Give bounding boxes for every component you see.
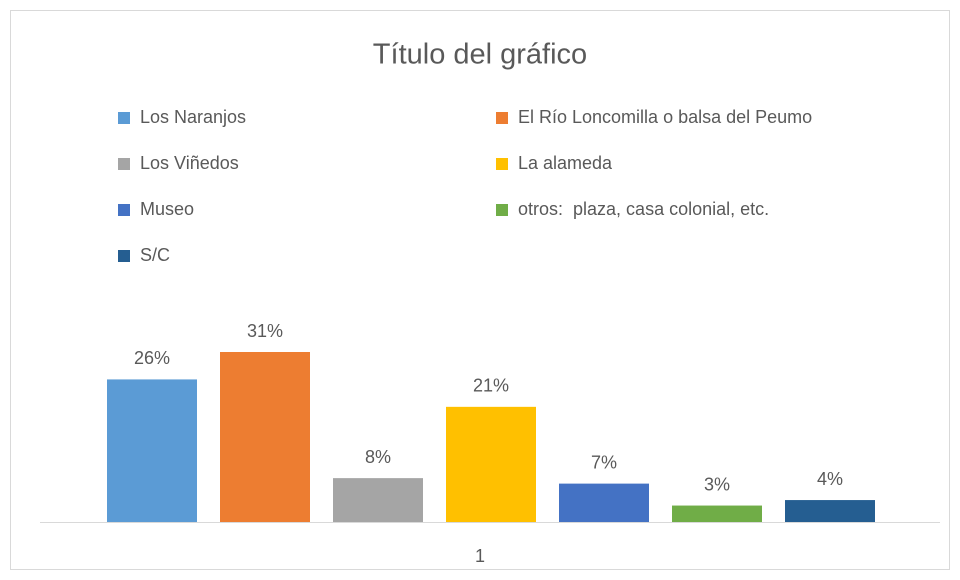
bar bbox=[559, 483, 649, 522]
bar bbox=[107, 379, 197, 522]
legend-label: Los Naranjos bbox=[140, 107, 246, 127]
bar bbox=[672, 505, 762, 522]
bar bbox=[333, 478, 423, 522]
legend-swatch bbox=[496, 112, 508, 124]
legend-label: S/C bbox=[140, 245, 170, 265]
bar bbox=[220, 352, 310, 522]
chart-title: Título del gráfico bbox=[373, 39, 587, 71]
x-tick-label: 1 bbox=[475, 546, 485, 566]
data-label: 4% bbox=[817, 469, 843, 489]
legend-label: otros: plaza, casa colonial, etc. bbox=[518, 199, 769, 219]
data-label: 7% bbox=[591, 452, 617, 472]
legend-swatch bbox=[496, 204, 508, 216]
bar bbox=[446, 406, 536, 522]
legend-label: Los Viñedos bbox=[140, 153, 239, 173]
legend-swatch bbox=[118, 250, 130, 262]
legend-label: El Río Loncomilla o balsa del Peumo bbox=[518, 107, 812, 127]
legend-swatch bbox=[118, 204, 130, 216]
bar bbox=[785, 500, 875, 522]
legend-swatch bbox=[496, 158, 508, 170]
data-label: 3% bbox=[704, 474, 730, 494]
legend-swatch bbox=[118, 158, 130, 170]
legend-swatch bbox=[118, 112, 130, 124]
legend-label: La alameda bbox=[518, 153, 613, 173]
data-label: 8% bbox=[365, 447, 391, 467]
data-label: 21% bbox=[473, 376, 509, 396]
legend-label: Museo bbox=[140, 199, 194, 219]
data-label: 26% bbox=[134, 348, 170, 368]
data-label: 31% bbox=[247, 321, 283, 341]
